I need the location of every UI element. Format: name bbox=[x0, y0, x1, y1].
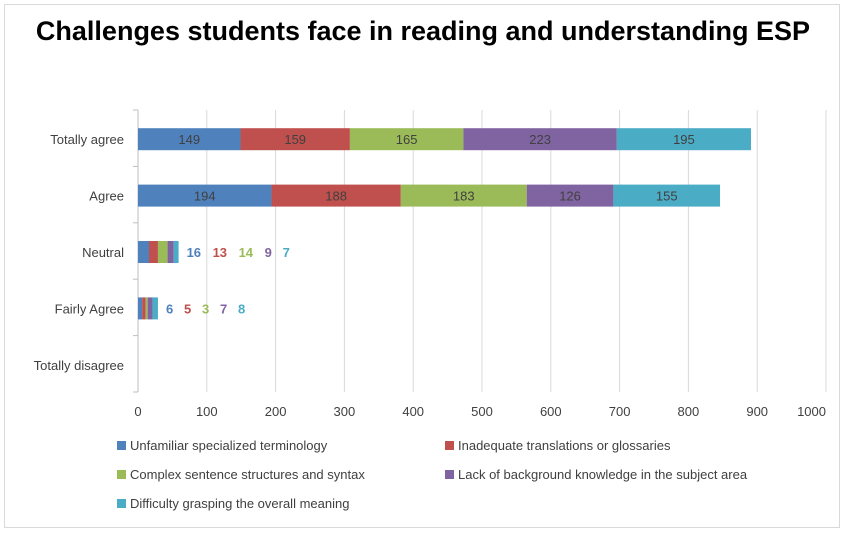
legend-item: Lack of background knowledge in the subj… bbox=[445, 467, 747, 482]
bar-segment bbox=[138, 128, 241, 151]
data-label: 9 bbox=[265, 245, 272, 260]
legend-item: Unfamiliar specialized terminology bbox=[117, 438, 327, 453]
chart-title: Challenges students face in reading and … bbox=[35, 16, 811, 46]
bar-segment bbox=[400, 184, 527, 207]
x-tick-label: 700 bbox=[609, 404, 631, 419]
bar-segment bbox=[138, 184, 272, 207]
data-label: 6 bbox=[166, 301, 173, 316]
data-label: 223 bbox=[529, 132, 551, 147]
category-label: Fairly Agree bbox=[55, 301, 124, 316]
legend-item: Inadequate translations or glossaries bbox=[445, 438, 670, 453]
data-label: 7 bbox=[283, 245, 290, 260]
bar-segment bbox=[613, 184, 721, 207]
data-label: 126 bbox=[559, 189, 581, 204]
legend-label: Difficulty grasping the overall meaning bbox=[130, 496, 350, 511]
category-label: Agree bbox=[89, 189, 124, 204]
data-label: 194 bbox=[194, 189, 216, 204]
bar-segment bbox=[145, 297, 148, 320]
bar-segment bbox=[616, 128, 752, 151]
legend-swatch bbox=[445, 441, 454, 450]
x-tick-label: 100 bbox=[196, 404, 218, 419]
data-label: 14 bbox=[239, 245, 254, 260]
legend-swatch bbox=[445, 470, 454, 479]
bar-segment bbox=[142, 297, 146, 320]
category-label: Neutral bbox=[82, 245, 124, 260]
legend-label: Complex sentence structures and syntax bbox=[130, 467, 365, 482]
bar-segment bbox=[463, 128, 617, 151]
data-label: 188 bbox=[325, 189, 347, 204]
chart-frame bbox=[4, 4, 840, 528]
data-label: 159 bbox=[284, 132, 306, 147]
bar-segment bbox=[157, 241, 168, 263]
data-label: 7 bbox=[220, 301, 227, 316]
x-tick-label: 900 bbox=[746, 404, 768, 419]
legend-swatch bbox=[117, 470, 126, 479]
data-label: 8 bbox=[238, 301, 245, 316]
legend-swatch bbox=[117, 441, 126, 450]
x-tick-label: 1000 bbox=[797, 404, 826, 419]
bar-segment bbox=[138, 297, 143, 320]
legend-label: Unfamiliar specialized terminology bbox=[130, 438, 328, 453]
x-tick-label: 400 bbox=[402, 404, 424, 419]
bar-segment bbox=[271, 184, 401, 207]
bar-segment bbox=[147, 297, 153, 320]
x-tick-label: 500 bbox=[471, 404, 493, 419]
data-label: 183 bbox=[453, 189, 475, 204]
bar-segment bbox=[349, 128, 464, 151]
bar-segment bbox=[149, 241, 158, 263]
bar-segment bbox=[167, 241, 174, 263]
x-tick-label: 800 bbox=[678, 404, 700, 419]
data-label: 155 bbox=[656, 189, 678, 204]
data-label: 13 bbox=[213, 245, 227, 260]
bar-segment bbox=[138, 241, 150, 263]
bar-segment bbox=[240, 128, 350, 151]
data-label: 149 bbox=[178, 132, 200, 147]
legend-swatch bbox=[117, 499, 126, 508]
legend-label: Inadequate translations or glossaries bbox=[458, 438, 671, 453]
data-label: 5 bbox=[184, 301, 191, 316]
x-tick-label: 600 bbox=[540, 404, 562, 419]
data-label: 3 bbox=[202, 301, 209, 316]
data-label: 16 bbox=[187, 245, 201, 260]
category-label: Totally disagree bbox=[34, 358, 124, 373]
data-label: 195 bbox=[673, 132, 695, 147]
bar-segment bbox=[526, 184, 614, 207]
legend-item: Complex sentence structures and syntax bbox=[117, 467, 365, 482]
x-tick-label: 0 bbox=[134, 404, 141, 419]
legend-item: Difficulty grasping the overall meaning bbox=[117, 496, 349, 511]
x-tick-label: 200 bbox=[265, 404, 287, 419]
legend-label: Lack of background knowledge in the subj… bbox=[458, 467, 748, 482]
bar-segment bbox=[173, 241, 179, 263]
data-label: 165 bbox=[396, 132, 418, 147]
x-tick-label: 300 bbox=[334, 404, 356, 419]
bar-segment bbox=[152, 297, 158, 320]
category-label: Totally agree bbox=[50, 132, 124, 147]
